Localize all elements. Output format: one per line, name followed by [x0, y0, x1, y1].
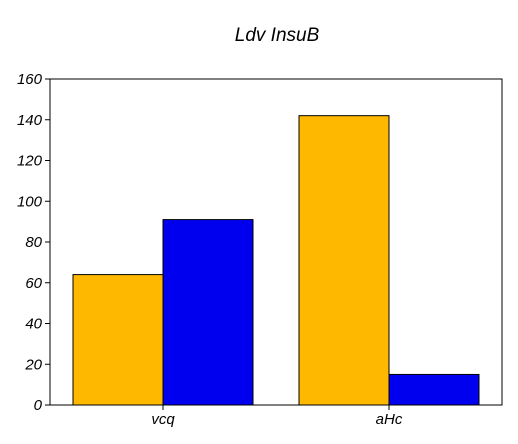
plot-frame [49, 78, 503, 406]
y-axis: 0 20 40 60 80 100 120 140 160 [17, 71, 50, 414]
bar-vcq-series-2 [162, 219, 254, 406]
y-tick-label: 80 [25, 234, 42, 251]
y-tick-label: 100 [17, 193, 43, 210]
y-tick-label: 20 [24, 356, 42, 373]
bars-layer [72, 115, 480, 406]
x-tick-label: vcq [151, 411, 175, 428]
bar-vcq-series-1 [72, 274, 164, 406]
bar-aHc-series-2 [388, 373, 480, 406]
x-axis: vcq aHc [151, 405, 403, 428]
y-tick-label: 60 [25, 275, 42, 292]
y-tick-label: 140 [17, 112, 43, 129]
y-tick-label: 40 [25, 316, 42, 333]
y-tick-label: 160 [17, 71, 43, 88]
x-tick-label: aHc [376, 411, 403, 428]
bar-aHc-series-1 [298, 115, 390, 406]
chart-title: Ldv InsuB [235, 25, 320, 46]
y-tick-label: 120 [17, 153, 43, 170]
y-tick-label: 0 [34, 397, 43, 414]
